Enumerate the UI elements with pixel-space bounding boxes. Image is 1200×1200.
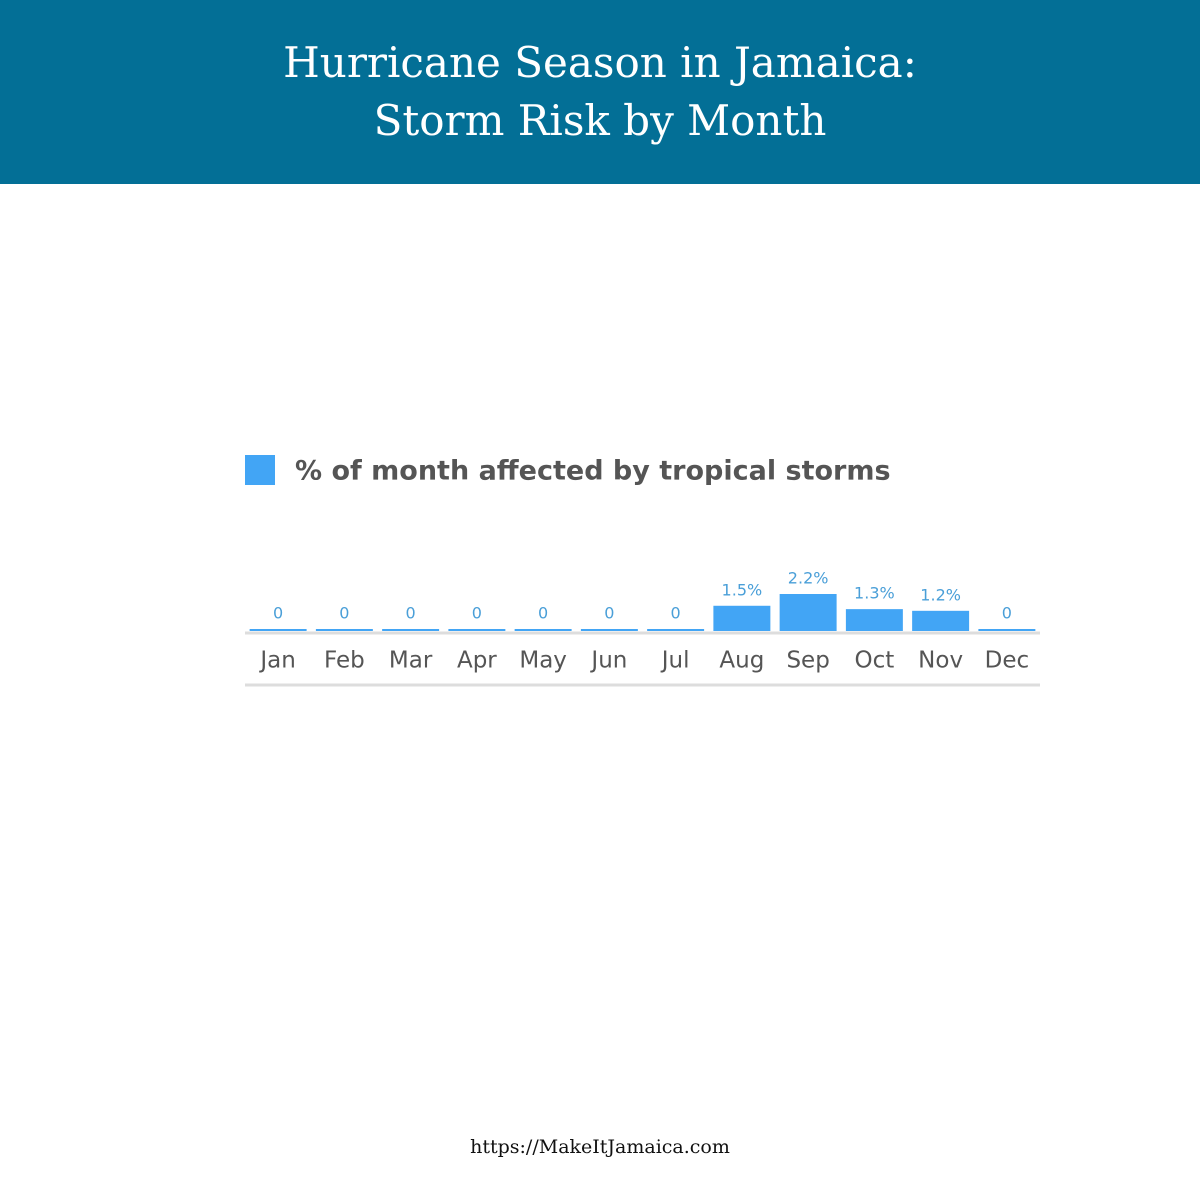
chart: % of month affected by tropical storms 0… xyxy=(245,455,1040,687)
value-label: 1.2% xyxy=(920,585,961,604)
value-label: 1.5% xyxy=(722,580,763,599)
x-tick-label: May xyxy=(519,648,567,674)
chart-title: Hurricane Season in Jamaica: Storm Risk … xyxy=(283,38,917,145)
bar xyxy=(580,629,638,631)
source: https://MakeItJamaica.com xyxy=(470,1136,730,1158)
value-label: 0 xyxy=(604,604,614,623)
header: Hurricane Season in Jamaica: Storm Risk … xyxy=(0,0,1200,184)
value-label: 0 xyxy=(538,604,548,623)
legend-swatch xyxy=(245,455,275,485)
x-tick-label: Mar xyxy=(389,648,433,674)
bar xyxy=(713,605,771,631)
legend-label: % of month affected by tropical storms xyxy=(295,456,891,487)
value-label: 2.2% xyxy=(788,569,829,588)
x-tick-label: Sep xyxy=(786,648,829,674)
bar xyxy=(912,610,970,631)
bar xyxy=(779,594,837,631)
x-tick-label: Apr xyxy=(457,648,497,674)
value-label: 0 xyxy=(339,604,349,623)
bar xyxy=(845,609,903,631)
x-tick-label: Aug xyxy=(719,648,764,674)
x-tick-label: Jul xyxy=(660,648,690,674)
value-label: 0 xyxy=(671,604,681,623)
value-label: 0 xyxy=(1002,604,1012,623)
x-tick-label: Jan xyxy=(258,648,295,674)
value-label: 0 xyxy=(406,604,416,623)
bar xyxy=(514,629,572,631)
bar xyxy=(647,629,705,631)
x-tick-label: Feb xyxy=(324,648,365,674)
bar xyxy=(249,629,307,631)
bar xyxy=(978,629,1036,631)
value-label: 0 xyxy=(273,604,283,623)
x-tick-label: Nov xyxy=(918,648,963,674)
x-tick-label: Oct xyxy=(854,648,894,674)
x-tick-label: Jun xyxy=(589,648,627,674)
bar xyxy=(382,629,440,631)
bar xyxy=(315,629,373,631)
value-label: 1.3% xyxy=(854,584,895,603)
value-label: 0 xyxy=(472,604,482,623)
bar xyxy=(448,629,506,631)
x-tick-label: Dec xyxy=(985,648,1030,674)
